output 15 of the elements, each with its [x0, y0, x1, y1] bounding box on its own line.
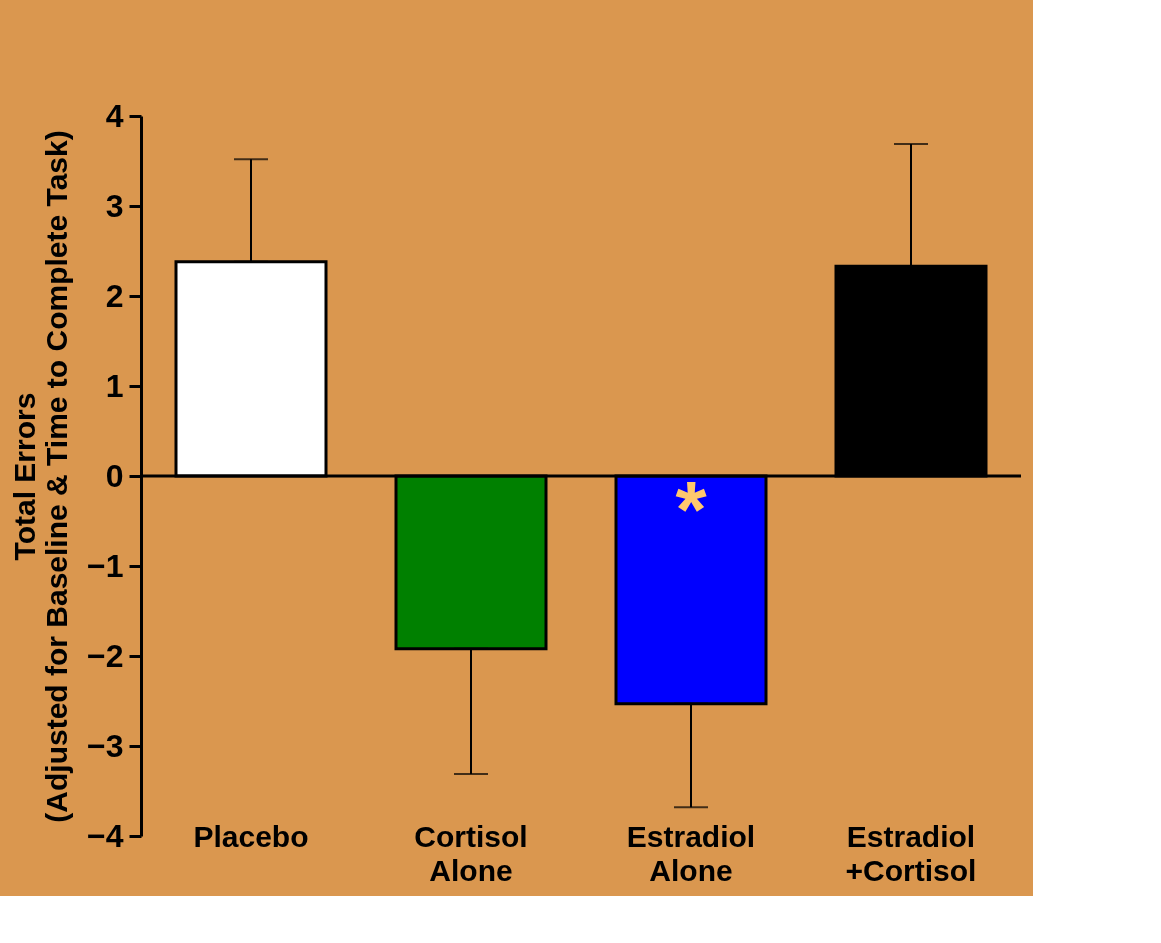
y-tick-label: −3	[87, 727, 124, 764]
y-tick-label: −2	[87, 637, 124, 674]
y-tick-label: 2	[105, 277, 124, 314]
y-tick-label: −4	[87, 817, 124, 854]
y-tick-label: −1	[87, 547, 124, 584]
y-tick-label: 3	[105, 187, 124, 224]
y-tick-label: 0	[105, 457, 124, 494]
x-tick-label: Placebo	[193, 819, 309, 853]
y-axis-title: Total Errors (Adjusted for Baseline & Time to Complete Task)	[8, 130, 74, 823]
x-tick-label: Cortisol Alone	[414, 819, 528, 887]
y-tick-label: 1	[105, 367, 124, 404]
y-tick-label: 4	[105, 97, 124, 134]
x-tick-label: Estradiol +Cortisol	[845, 819, 977, 887]
annotation: *	[675, 465, 708, 554]
x-tick-label: Estradiol Alone	[626, 819, 756, 887]
